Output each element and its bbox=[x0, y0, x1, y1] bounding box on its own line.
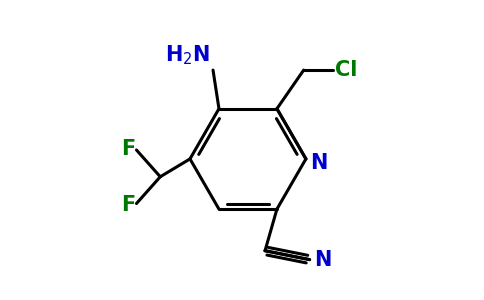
Text: H$_2$N: H$_2$N bbox=[165, 44, 210, 67]
Text: N: N bbox=[314, 250, 332, 270]
Text: Cl: Cl bbox=[335, 60, 357, 80]
Text: F: F bbox=[121, 139, 135, 158]
Text: F: F bbox=[121, 195, 135, 215]
Text: N: N bbox=[310, 153, 328, 173]
